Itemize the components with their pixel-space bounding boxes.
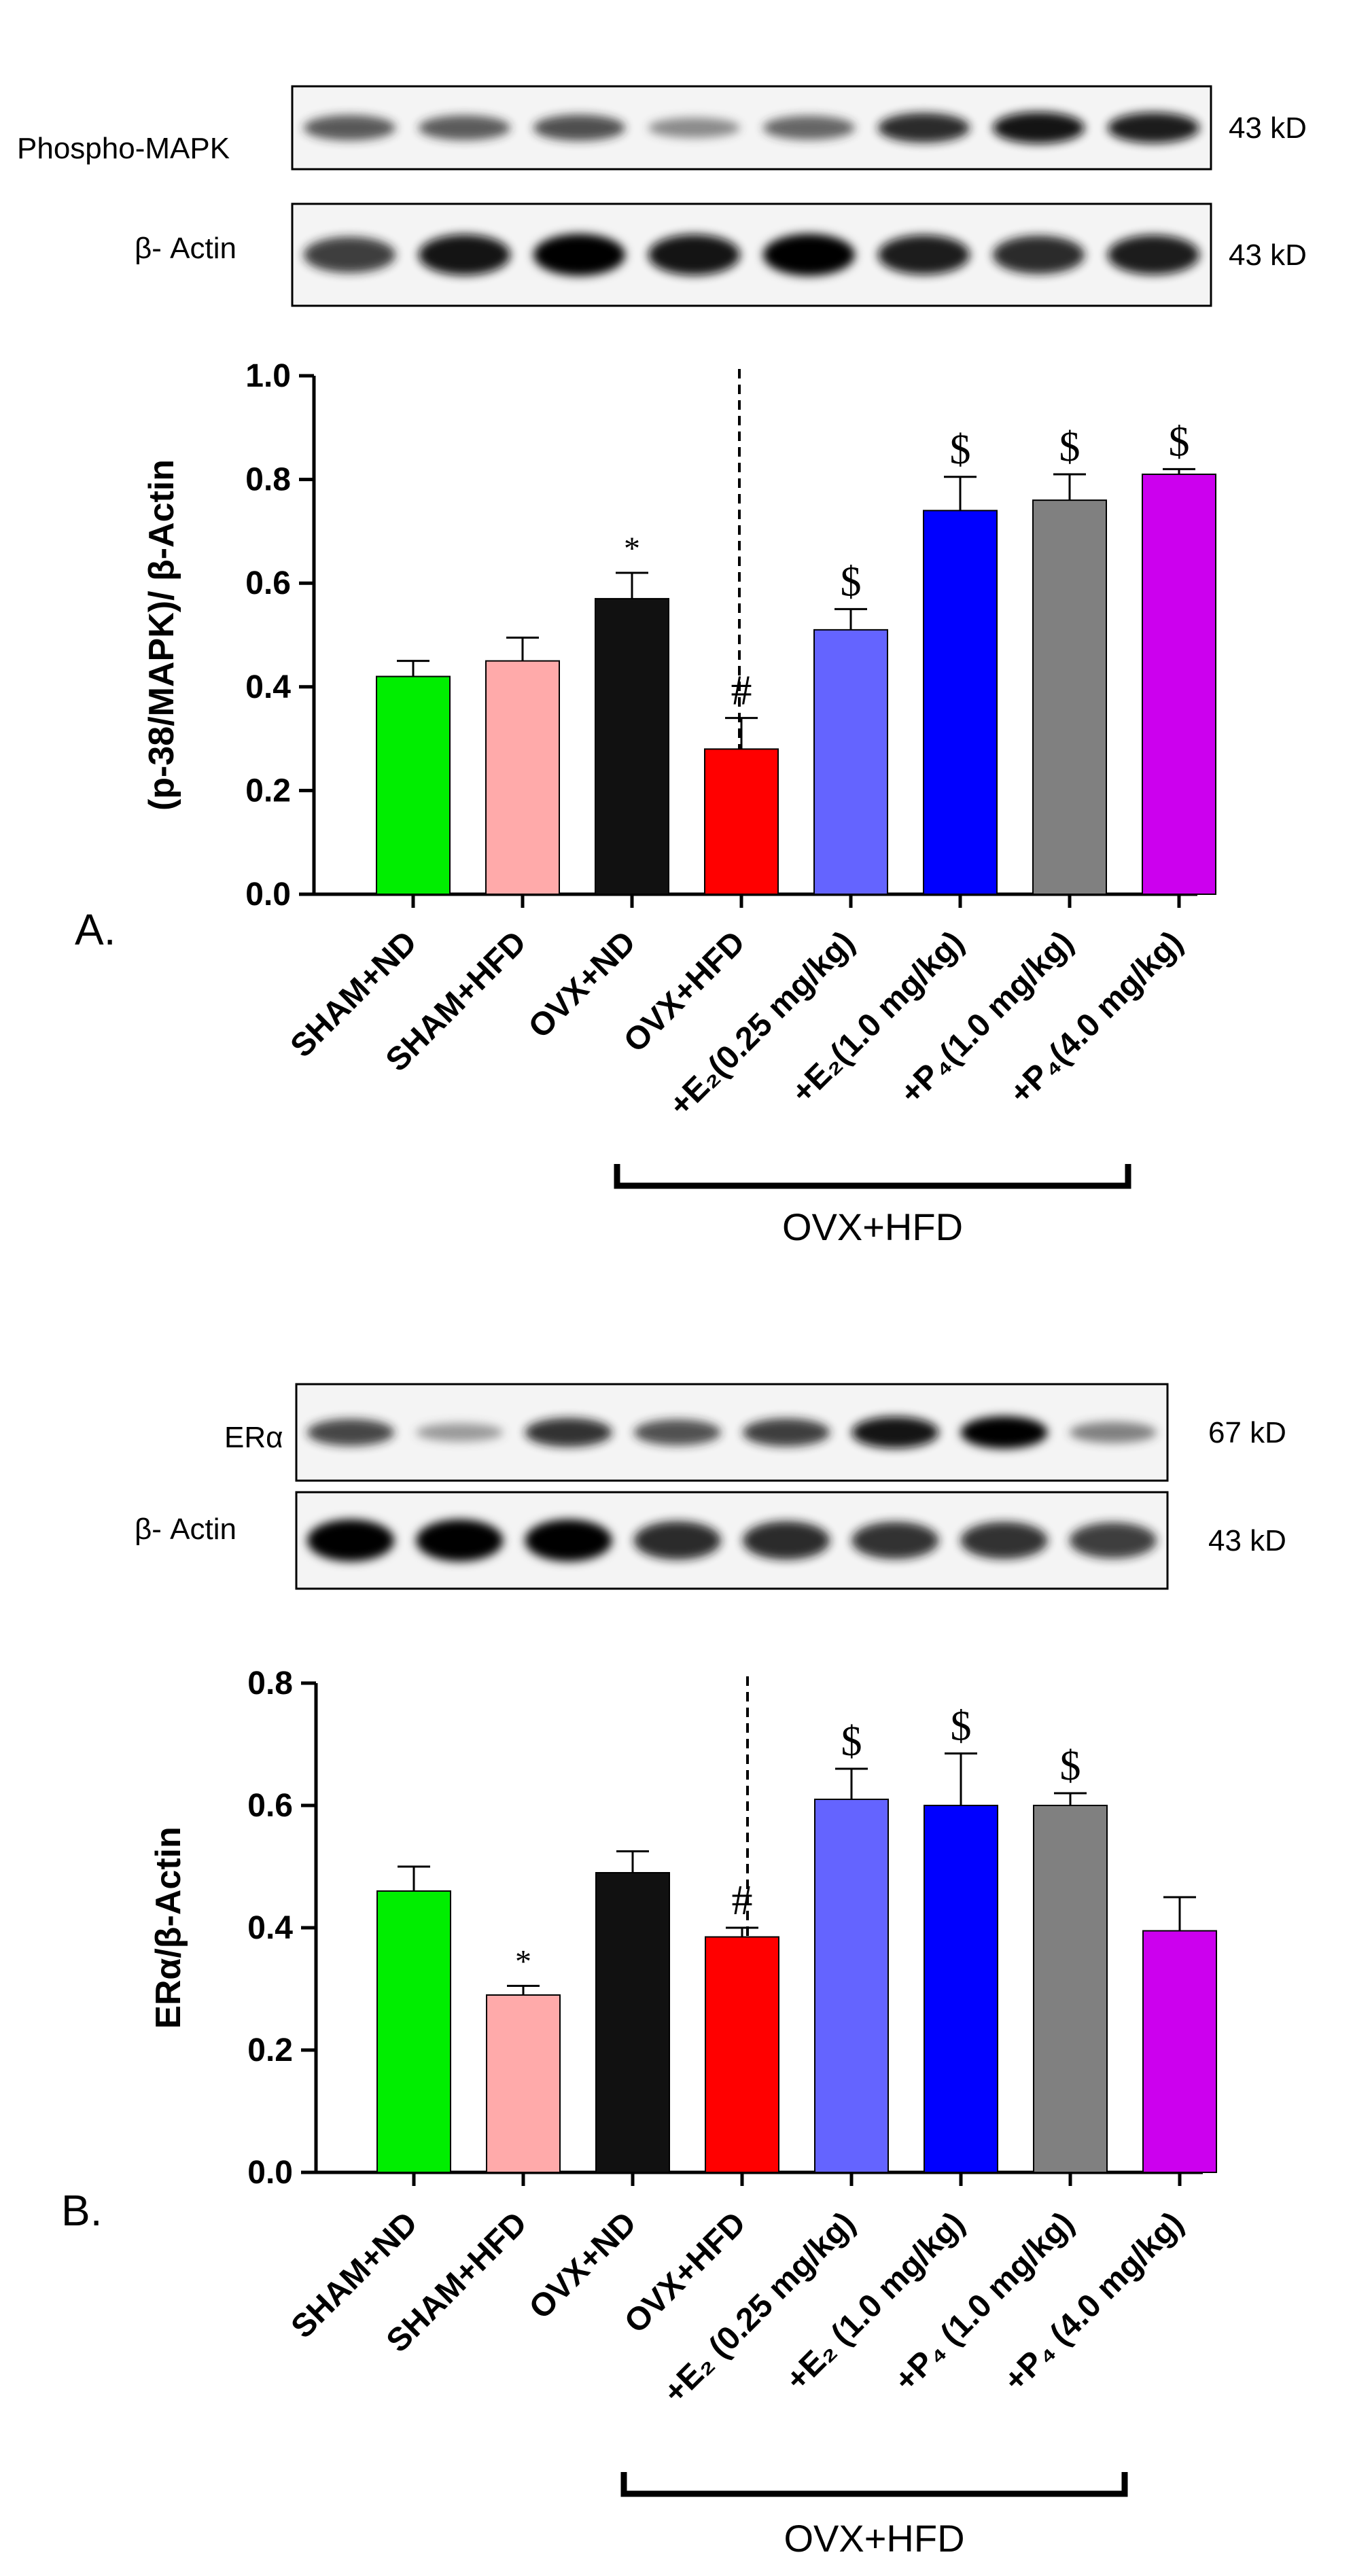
bar [486,1994,561,2173]
blot-band [992,111,1085,144]
significance-marker: $ [1060,1743,1081,1789]
blot-band [416,1519,504,1562]
blot-band [743,1418,830,1447]
blot-strip-target: Phospho-MAPK 43 kD [17,85,1307,171]
significance-marker: $ [951,1704,972,1750]
blot-band [851,1521,939,1559]
bracket-line [620,2472,1128,2497]
bar [813,629,888,895]
panel-a: A. Phospho-MAPK 43 kD β- Actin 43 kD 0.0 0.2 0.… [17,85,1307,1248]
blot-label: β- Actin [135,232,236,265]
blot-band [525,1417,612,1447]
bar [705,1936,779,2173]
blot-band [303,236,396,273]
blot-band [992,235,1085,275]
significance-marker: $ [1169,419,1190,465]
bar [1033,1805,1108,2173]
y-tick-label: 0.6 [247,1788,293,1824]
blot-band [960,1416,1048,1449]
bar [924,1805,998,2173]
significance-marker: * [624,531,640,567]
group-bracket: OVX+HFD [620,2472,1128,2560]
blot-band [960,1521,1048,1559]
blot-band [648,234,741,276]
blot-label: ERα [224,1421,283,1454]
y-tick-label: 0.0 [245,877,291,913]
group-label: OVX+HFD [784,2517,964,2560]
blot-strip-target: ERα 67 kD [224,1383,1286,1482]
bar [814,1799,889,2173]
blot-band [877,113,970,143]
bar [1142,1930,1217,2173]
bar [704,748,779,895]
x-tick-label: +E₂ (0.25 mg/kg) [656,2205,862,2410]
y-tick-label: 1.0 [245,358,291,394]
blot-label: Phospho-MAPK [17,132,230,165]
significance-marker: # [731,668,752,714]
bracket-line [614,1164,1131,1189]
blot-band [762,234,856,276]
blot-band [418,115,511,141]
group-label: OVX+HFD [782,1205,963,1248]
blot-size-label: 43 kD [1208,1524,1286,1557]
y-tick-label: 0.2 [245,773,291,809]
bar [1142,473,1216,895]
panel-b: B. ERα 67 kD β- Actin 43 kD 0.0 0.2 0.4 0.6 0.8 ER… [61,1383,1286,2560]
bars: * # $ $ $ $ [376,419,1216,896]
y-tick-label: 0.6 [245,565,291,601]
blot-label: β- Actin [135,1513,236,1546]
y-tick-label: 0.4 [247,1910,293,1946]
blot-band [307,1419,395,1446]
blot-size-label: 67 kD [1208,1416,1286,1449]
y-axis-title: ERα/β-Actin [149,1827,188,2029]
blot-band [743,1521,830,1560]
bar [595,1872,670,2173]
bar [485,660,560,896]
bar [1032,499,1107,895]
blot-band [418,234,511,276]
y-tick-label: 0.8 [245,462,291,498]
blot-band [303,115,396,141]
bar [923,510,998,895]
blot-band [416,1423,504,1442]
x-tick-label: +E₂(0.25 mg/kg) [663,924,862,1123]
blot-band [1069,1522,1157,1559]
significance-marker: $ [841,559,862,605]
significance-marker: # [732,1877,753,1924]
blot-size-label: 43 kD [1229,111,1307,145]
blot-band [533,234,626,276]
group-bracket: OVX+HFD [614,1164,1131,1248]
blot-band [877,234,970,275]
blot-band [851,1416,939,1449]
blot-band [307,1519,395,1562]
panel-label: B. [61,2186,102,2235]
blot-band [633,1521,721,1560]
blot-band [525,1519,612,1562]
blot-band [1107,234,1200,275]
blot-strip-actin: β- Actin 43 kD [135,1491,1286,1590]
blot-band [1107,112,1200,143]
blot-band [633,1419,721,1446]
bar [595,598,669,896]
panel-label: A. [75,905,116,954]
bar [376,1890,451,2173]
blot-strip-actin: β- Actin 43 kD [135,202,1307,307]
significance-marker: * [515,1944,531,1980]
blot-band [762,116,856,140]
blot-band [533,114,626,141]
bars: * # $ $ $ [376,1704,1217,2173]
significance-marker: $ [841,1718,862,1765]
significance-marker: $ [1059,424,1080,470]
y-tick-label: 0.4 [245,669,291,705]
bar [376,675,451,895]
blot-size-label: 43 kD [1229,239,1307,272]
y-tick-label: 0.2 [247,2032,293,2068]
y-tick-label: 0.0 [247,2155,293,2191]
significance-marker: $ [950,427,971,473]
blot-band [1069,1422,1157,1443]
y-tick-label: 0.8 [247,1665,293,1701]
y-axis-title: (p-38/MAPK)/ β-Actin [142,459,181,811]
blot-band [648,118,741,138]
